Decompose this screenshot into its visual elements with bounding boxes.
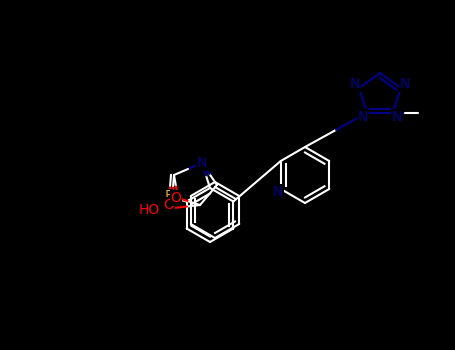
Text: N: N <box>392 110 402 124</box>
Text: O: O <box>171 191 182 205</box>
Text: N: N <box>350 77 360 91</box>
Text: O: O <box>163 198 174 212</box>
Text: N: N <box>358 110 368 124</box>
Text: N: N <box>400 77 410 91</box>
Text: F: F <box>165 189 172 203</box>
Text: N: N <box>197 156 207 170</box>
Text: N: N <box>273 185 283 199</box>
Text: HO: HO <box>139 203 160 217</box>
